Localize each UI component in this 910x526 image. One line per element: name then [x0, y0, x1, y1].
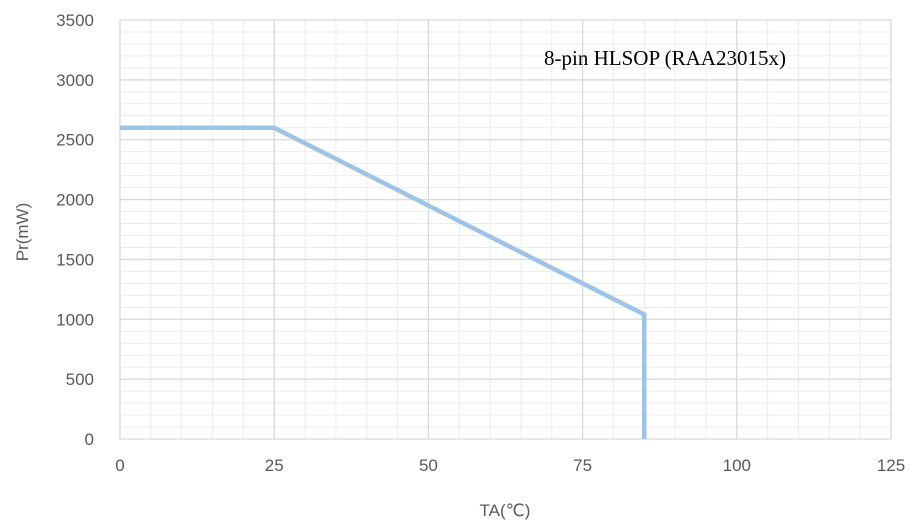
series-line [120, 125, 647, 439]
x-tick-label: 50 [419, 456, 438, 475]
x-tick-label: 100 [723, 456, 751, 475]
y-tick-labels: 0 500 1000 1500 2000 2500 3000 3500 [56, 11, 94, 449]
y-tick-label: 1000 [56, 310, 94, 329]
minor-grid [120, 20, 891, 439]
chart-annotation: 8-pin HLSOP (RAA23015x) [544, 46, 786, 70]
x-tick-label: 125 [877, 456, 905, 475]
x-tick-label: 25 [265, 456, 284, 475]
x-tick-label: 0 [115, 456, 124, 475]
y-tick-label: 1500 [56, 250, 94, 269]
x-tick-labels: 0 25 50 75 100 125 [115, 456, 905, 475]
y-tick-label: 3500 [56, 11, 94, 30]
x-tick-label: 75 [573, 456, 592, 475]
y-tick-label: 0 [85, 430, 94, 449]
y-tick-label: 2000 [56, 191, 94, 210]
series-layer [120, 125, 647, 439]
y-tick-label: 500 [66, 370, 94, 389]
y-axis-title: Pr(mW) [13, 203, 32, 262]
y-tick-label: 2500 [56, 131, 94, 150]
x-axis-title: TA(℃) [480, 501, 531, 520]
y-tick-label: 3000 [56, 71, 94, 90]
major-grid [119, 19, 892, 440]
